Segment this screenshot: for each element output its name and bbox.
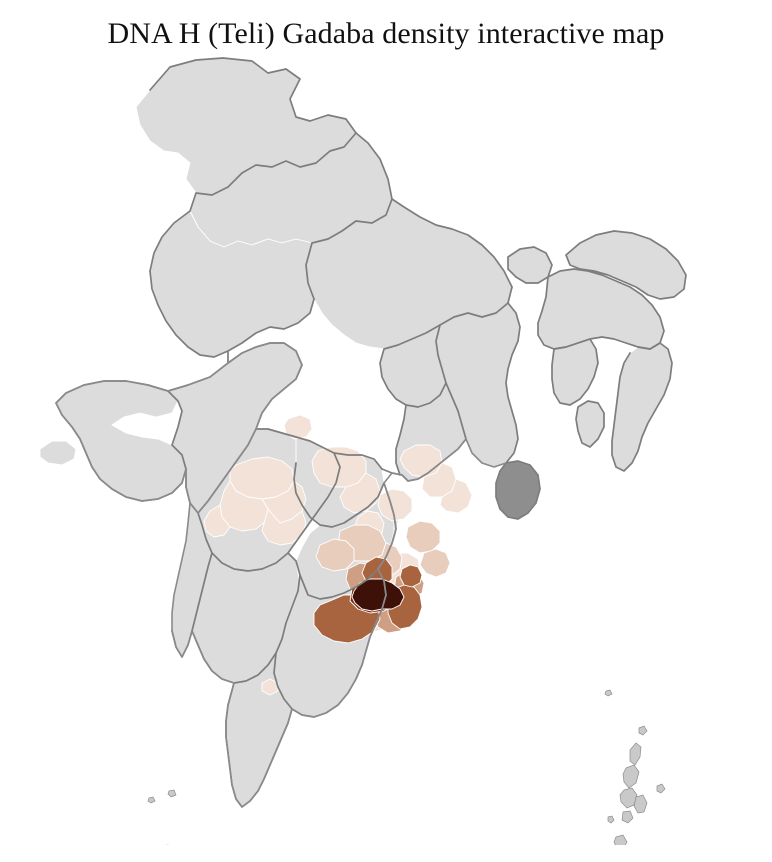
india-choropleth-map[interactable] bbox=[0, 55, 772, 845]
districts-level-0 bbox=[39, 57, 687, 808]
districts-level-2 bbox=[315, 520, 451, 578]
minor-south-islands bbox=[604, 689, 613, 697]
coast-outline bbox=[55, 342, 507, 808]
lakshadweep-islands bbox=[147, 789, 177, 845]
page-title: DNA H (Teli) Gadaba density interactive … bbox=[107, 17, 665, 50]
districts-level-6-hotspot[interactable] bbox=[351, 578, 405, 612]
map-svg[interactable] bbox=[0, 55, 772, 845]
andaman-nicobar-islands bbox=[607, 725, 666, 845]
